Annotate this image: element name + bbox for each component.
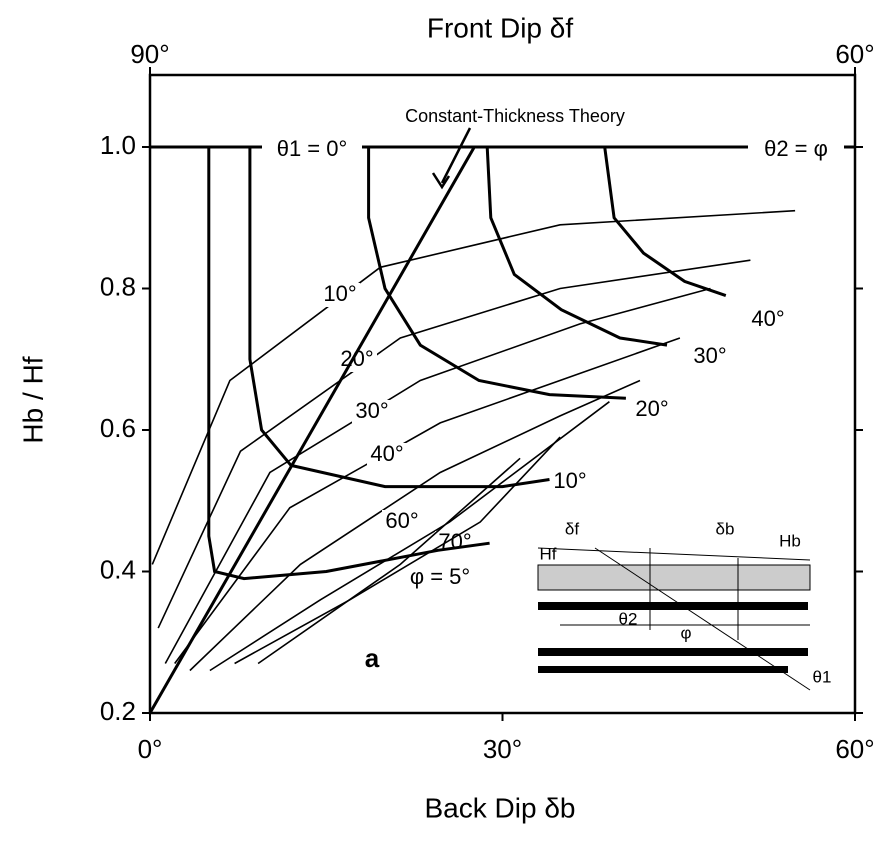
series-label: 20° bbox=[635, 396, 668, 421]
series-label: 10° bbox=[553, 468, 586, 493]
series-line bbox=[257, 457, 521, 665]
inset-bar bbox=[538, 602, 808, 610]
y-tick-label: 0.4 bbox=[100, 554, 136, 584]
x2-tick-label: 60° bbox=[835, 39, 874, 69]
label-bg bbox=[367, 443, 407, 467]
series-line bbox=[174, 337, 681, 664]
inset-bar bbox=[538, 666, 788, 673]
label-bg bbox=[320, 283, 360, 307]
label-bg bbox=[352, 400, 392, 424]
annotation: θ2 = φ bbox=[764, 136, 828, 161]
series-line bbox=[157, 259, 751, 629]
x-tick-label: 0° bbox=[138, 734, 163, 764]
series-line bbox=[189, 379, 641, 672]
series-line bbox=[164, 287, 711, 664]
y-tick-label: 0.6 bbox=[100, 413, 136, 443]
annotation: a bbox=[365, 643, 380, 673]
label-bg bbox=[748, 136, 844, 160]
y-tick-label: 0.8 bbox=[100, 271, 136, 301]
y-tick-label: 1.0 bbox=[100, 130, 136, 160]
x2-tick-label: 90° bbox=[130, 39, 169, 69]
series-line bbox=[207, 147, 490, 581]
series-label: 40° bbox=[751, 306, 784, 331]
series-label: 60° bbox=[385, 508, 418, 533]
series-line bbox=[603, 146, 727, 298]
inset-label: φ bbox=[680, 623, 691, 642]
series-label: 40° bbox=[370, 441, 403, 466]
inset-bar bbox=[538, 648, 808, 656]
series-line bbox=[248, 147, 550, 489]
inset-label: δb bbox=[716, 519, 735, 538]
series-label: 30° bbox=[693, 343, 726, 368]
inset-label: Hf bbox=[540, 544, 557, 563]
inset-label: θ1 bbox=[813, 667, 832, 686]
label-bg bbox=[382, 510, 422, 534]
y-axis-title: Hb / Hf bbox=[17, 356, 48, 443]
inset-line bbox=[537, 547, 811, 561]
y-tick-label: 0.2 bbox=[100, 696, 136, 726]
series-line bbox=[485, 146, 668, 347]
top-axis-title: Front Dip δf bbox=[427, 12, 574, 43]
series-label: φ = 5° bbox=[410, 564, 470, 589]
series-line bbox=[367, 147, 626, 400]
series-line bbox=[148, 146, 476, 714]
inset-line bbox=[594, 547, 811, 691]
inset-label: θ2 bbox=[619, 609, 638, 628]
x-tick-label: 30° bbox=[483, 734, 522, 764]
inset-label: Hb bbox=[779, 531, 801, 550]
inset-gray-band bbox=[537, 564, 811, 591]
x-axis-title: Back Dip δb bbox=[425, 792, 576, 823]
series-label: Constant-Thickness Theory bbox=[405, 106, 625, 126]
x-tick-label: 60° bbox=[835, 734, 874, 764]
series-label: 30° bbox=[355, 398, 388, 423]
inset-label: δf bbox=[565, 519, 579, 538]
annotation-arrow bbox=[431, 127, 472, 190]
series-label: 10° bbox=[323, 281, 356, 306]
series-line bbox=[234, 436, 561, 665]
annotation: θ1 = 0° bbox=[277, 136, 348, 161]
inset-diagram bbox=[537, 547, 811, 691]
label-bg bbox=[262, 136, 362, 160]
